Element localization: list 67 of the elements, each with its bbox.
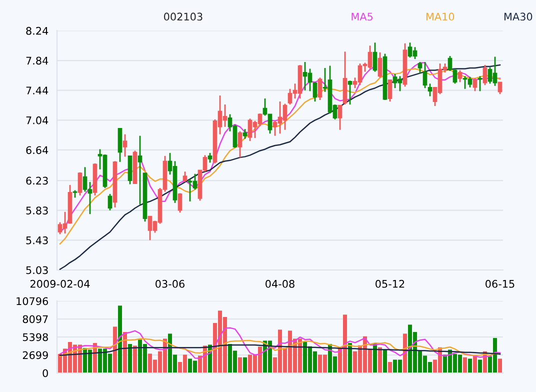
candlestick [338,104,342,131]
y-tick-label: 8097 [22,315,48,324]
x-tick-label: 04-08 [266,280,294,288]
line-series [59,327,501,359]
candlestick [498,81,502,95]
candlestick [452,68,458,84]
y-tick-label: 5.83 [26,206,48,214]
candlestick [208,152,212,164]
candlestick [478,75,482,92]
bar [113,326,117,373]
y-tick-label: 10796 [16,297,48,306]
chart-title: 002103 [164,12,202,21]
candlestick [178,192,182,214]
bar [383,350,387,373]
line-series [59,338,501,357]
candlestick [458,70,462,83]
bar [498,358,502,373]
candlestick [482,64,488,86]
bar [378,347,382,373]
bar [388,362,392,373]
y-tick-label: 8.24 [26,26,48,35]
candlestick [238,130,242,158]
x-tick-label: 03-06 [156,280,184,288]
candlestick [312,81,318,102]
y-tick-label: 7.84 [26,56,48,65]
bar [348,342,352,373]
y-tick-label: 0 [42,369,48,378]
candlestick [138,135,142,206]
y-tick-label: 5398 [22,333,48,342]
text: MA30 [504,12,532,21]
candlestick [348,80,352,106]
bar [118,306,122,373]
candlestick [372,42,378,72]
x-tick-label: 06-15 [486,280,514,288]
candlestick [428,82,432,97]
y-tick-label: 5.03 [26,266,48,274]
candlestick [448,55,452,72]
text: MA5 [352,12,373,21]
x-tick-label: 05-12 [376,280,404,288]
y-tick-label: 5.43 [26,236,48,244]
bar [463,357,467,373]
bar [478,360,482,373]
y-tick-label: 2699 [22,351,48,360]
candlestick [418,61,422,74]
y-tick-label: 7.04 [26,116,48,124]
bar [468,358,472,373]
text: MA10 [426,12,454,21]
bar [128,344,132,373]
line-series [59,344,501,356]
candlestick [422,61,428,89]
candlestick [318,76,322,101]
candlestick [388,79,392,102]
y-tick-label: 7.44 [26,86,48,94]
candlestick [118,128,122,163]
y-tick-label: 6.64 [26,146,48,154]
bar [243,357,247,373]
candlestick [108,193,112,212]
x-tick-label: 2009-02-04 [30,280,90,288]
candlestick [122,134,128,158]
bar [238,357,242,373]
y-tick-label: 6.23 [26,176,48,185]
candlestick [182,170,188,183]
bar [473,356,477,373]
candlestick [472,78,478,92]
candlestick [378,52,382,78]
bar [133,346,137,373]
candlestick [78,172,82,196]
